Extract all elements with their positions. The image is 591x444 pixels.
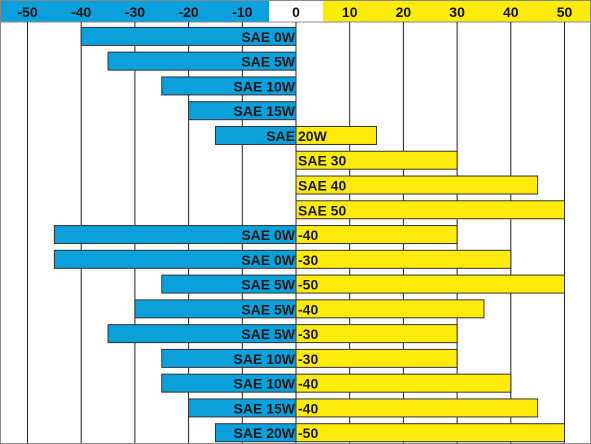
bar-positive	[295, 274, 565, 294]
bar-label-right: -40	[298, 376, 318, 392]
axis-header: -50 -40 -30 -20 -10 0 10 20 30 40 50	[1, 1, 590, 23]
bar-label-left: SAE 10W	[234, 351, 296, 367]
bar-positive	[295, 225, 458, 245]
bar-label-right: -40	[298, 400, 318, 416]
bar-label-left: SAE 20W	[234, 425, 296, 441]
bars	[53, 26, 565, 443]
bar-positive	[295, 249, 512, 269]
bar-label-right: -50	[298, 425, 318, 441]
bar-positive	[295, 324, 458, 344]
bar-negative	[80, 26, 297, 46]
x-tick-label: 30	[449, 4, 465, 20]
header-negative-band	[1, 1, 269, 22]
bar-label-right: 20W	[298, 128, 328, 144]
bar-positive	[295, 175, 539, 195]
bar-label-left: SAE 15W	[234, 400, 296, 416]
bar-label-right: SAE 40	[298, 178, 346, 194]
bar-negative	[107, 51, 297, 71]
x-tick-label: -30	[125, 4, 145, 20]
x-tick-label: 20	[396, 4, 412, 20]
bar-positive	[295, 299, 485, 319]
x-tick-label: -20	[178, 4, 198, 20]
bar-positive	[295, 125, 378, 145]
bar-labels: SAE 0W SAE 5W SAE 10W SAE 15W SAE 20W SAE 30 SA…	[234, 29, 347, 441]
bar-positive	[295, 348, 458, 368]
bar-label-left: SAE 0W	[241, 29, 295, 45]
bar-label-left: SAE 0W	[241, 252, 295, 268]
bar-label-left: SAE 10W	[234, 376, 296, 392]
bar-label-left: SAE 10W	[234, 78, 296, 94]
header-zero-band	[269, 1, 323, 22]
bar-label-left: SAE 0W	[241, 227, 295, 243]
bar-positive	[295, 373, 512, 393]
bar-label-right: -50	[298, 277, 318, 293]
bar-label-right: -30	[298, 252, 318, 268]
header-positive-band	[322, 1, 590, 22]
x-tick-label: 40	[503, 4, 519, 20]
bar-positive	[295, 200, 565, 220]
bar-positive	[295, 150, 458, 170]
bar-label-right: -30	[298, 351, 318, 367]
bar-label-left: SAE	[266, 128, 295, 144]
bar-negative	[161, 76, 297, 96]
x-tick-label: 50	[557, 4, 573, 20]
x-tick-label: -40	[71, 4, 91, 20]
bar-label-left: SAE 5W	[241, 277, 295, 293]
bar-label-right: SAE 50	[298, 202, 346, 218]
x-tick-label: 10	[342, 4, 358, 20]
bar-negative	[188, 101, 297, 121]
bar-label-right: SAE 30	[298, 153, 346, 169]
bar-label-left: SAE 5W	[241, 54, 295, 70]
bar-label-right: -30	[298, 326, 318, 342]
bar-positive	[295, 398, 539, 418]
bar-label-right: -40	[298, 227, 318, 243]
bar-label-left: SAE 15W	[234, 103, 296, 119]
bar-label-left: SAE 5W	[241, 326, 295, 342]
x-tick-label: -10	[232, 4, 252, 20]
bar-positive	[295, 423, 565, 443]
x-tick-label: 0	[292, 4, 300, 20]
bar-label-right: -40	[298, 301, 318, 317]
bar-label-left: SAE 5W	[241, 301, 295, 317]
x-tick-label: -50	[17, 4, 37, 20]
